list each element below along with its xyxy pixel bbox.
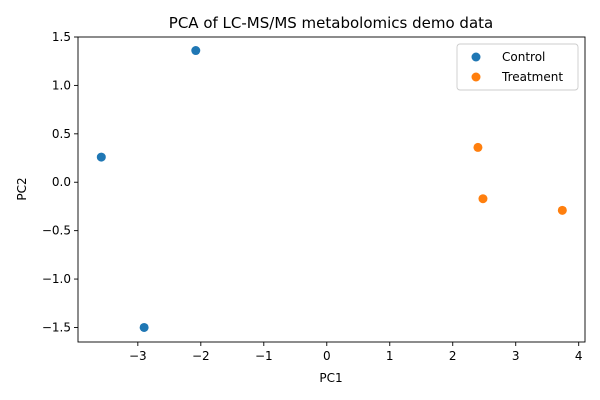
legend-marker-control: [471, 52, 481, 62]
legend-label-treatment: Treatment: [501, 70, 563, 84]
data-point-treatment: [478, 194, 488, 204]
legend-label-control: Control: [502, 50, 545, 64]
data-point-control: [139, 322, 149, 332]
x-tick-label: 2: [449, 349, 457, 363]
legend-box: [456, 43, 579, 91]
y-tick-label: −0.5: [42, 224, 71, 238]
legend-marker-treatment: [471, 72, 481, 82]
x-tick-label: 3: [512, 349, 520, 363]
points-layer: [96, 46, 567, 332]
x-axis-label: PC1: [319, 371, 342, 385]
x-tick-label: 1: [386, 349, 394, 363]
x-tick-label: −2: [192, 349, 210, 363]
data-point-treatment: [557, 205, 567, 215]
y-tick-label: 0.0: [52, 175, 71, 189]
plot-frame: [77, 36, 586, 343]
y-tick-label: 0.5: [52, 127, 71, 141]
data-point-control: [96, 152, 106, 162]
y-tick-label: 1.0: [52, 78, 71, 92]
y-tick-label: −1.0: [42, 272, 71, 286]
data-point-treatment: [473, 142, 483, 152]
y-tick-label: 1.5: [52, 30, 71, 44]
ticks-layer: −3 −2 −1 0 1 2 3 4 −1.5 −1.0 −0.5 0.0 0.5 1.0 1.5: [42, 30, 583, 363]
data-point-control: [191, 46, 201, 56]
legend: Control Treatment: [456, 43, 579, 91]
y-axis-label: PC2: [15, 177, 29, 200]
x-tick-label: 4: [575, 349, 583, 363]
chart-title: PCA of LC-MS/MS metabolomics demo data: [169, 14, 493, 32]
y-tick-label: −1.5: [42, 320, 71, 334]
x-tick-label: −3: [129, 349, 147, 363]
x-tick-label: 0: [323, 349, 331, 363]
x-tick-label: −1: [255, 349, 273, 363]
